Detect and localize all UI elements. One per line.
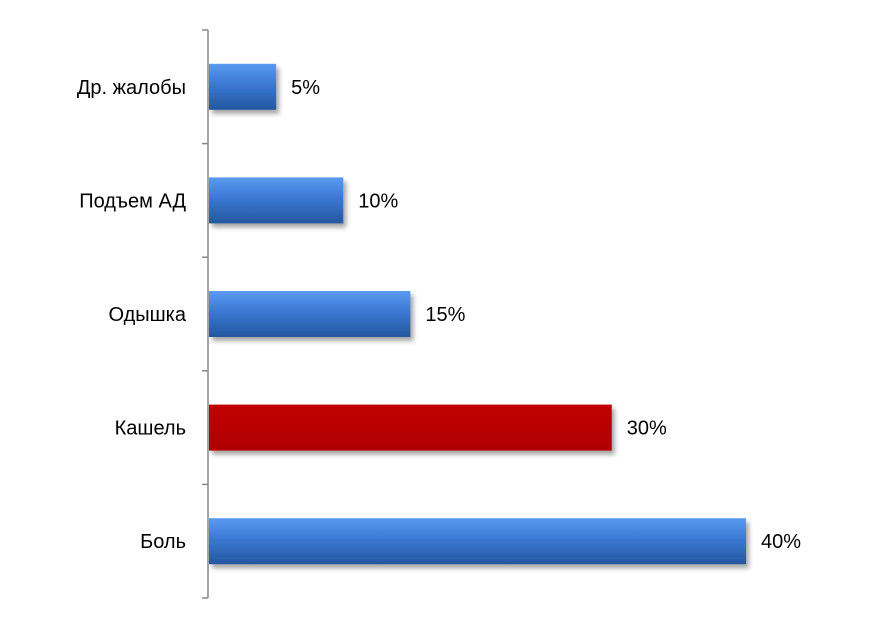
category-label: Др. жалобы: [77, 77, 186, 99]
bars-layer: [209, 63, 746, 565]
bar: [209, 518, 746, 565]
bar: [209, 404, 612, 451]
category-label: Одышка: [108, 304, 186, 326]
data-label: 5%: [291, 77, 320, 99]
data-label: 40%: [761, 531, 801, 553]
bar: [209, 291, 411, 337]
data-label: 15%: [425, 304, 465, 326]
data-label: 30%: [627, 418, 667, 440]
labels-layer: Др. жалобы 5% Подъем АД 10% Одышка 15% Кашель 3…: [77, 77, 801, 553]
axis-layer: [202, 29, 209, 599]
data-label: 10%: [358, 190, 398, 212]
bar: [209, 177, 344, 224]
category-label: Подъем АД: [79, 190, 186, 212]
bar: [209, 63, 277, 110]
category-label: Кашель: [115, 418, 186, 440]
category-label: Боль: [140, 531, 186, 553]
